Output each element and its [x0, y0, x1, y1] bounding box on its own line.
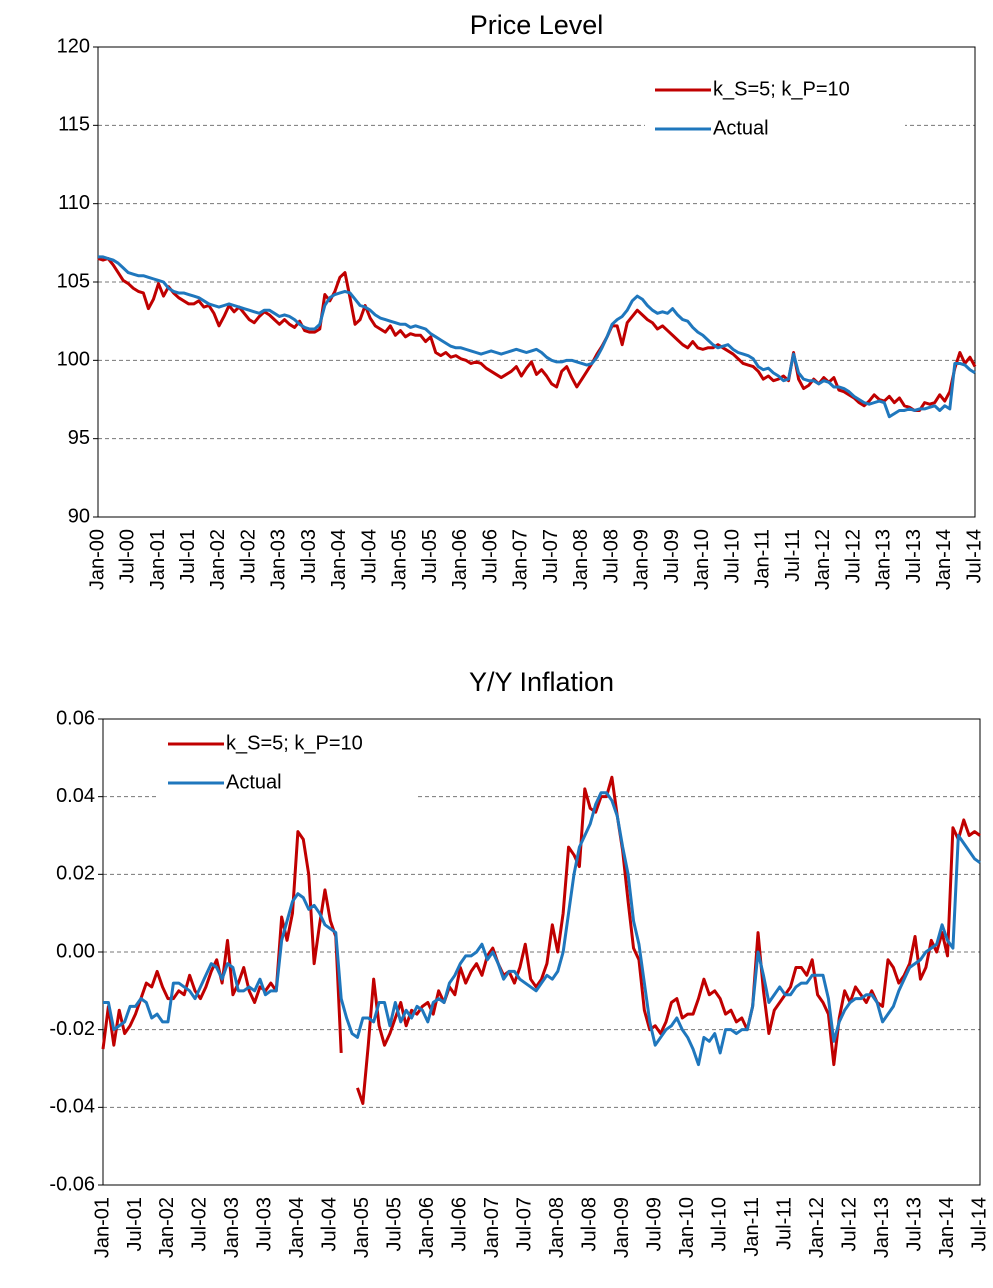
- x-tick-label: Jan-01: [147, 529, 169, 590]
- legend-label: Actual: [713, 117, 769, 139]
- y-tick-label: 105: [57, 270, 90, 292]
- x-tick-label: Jan-12: [806, 1197, 828, 1258]
- legend-label: Actual: [226, 771, 282, 793]
- x-tick-label: Jul-08: [579, 1197, 601, 1251]
- x-tick-label: Jan-13: [871, 1197, 893, 1258]
- x-tick-label: Jan-00: [86, 529, 108, 590]
- plot-frame: [102, 718, 981, 1186]
- legend-label: k_S=5; k_P=10: [713, 78, 850, 100]
- x-tick-label: Jan-03: [221, 1197, 243, 1258]
- x-tick-label: Jan-08: [546, 1197, 568, 1258]
- x-tick-label: Jul-04: [319, 1197, 341, 1251]
- x-tick-label: Jul-14: [963, 529, 985, 583]
- series-line: [98, 255, 976, 419]
- x-tick-label: Jan-07: [510, 529, 532, 590]
- x-tick-label: Jul-04: [358, 529, 380, 583]
- chart: Price Level 90 95 100 105 110 115 120 Jan-00 Jul-…: [57, 10, 986, 590]
- y-tick-label: -0.04: [49, 1096, 95, 1118]
- plot-frame: [97, 46, 976, 518]
- x-tick-label: Jan-09: [611, 1197, 633, 1258]
- x-tick-label: Jan-04: [328, 529, 350, 590]
- x-tick-label: Jan-01: [91, 1197, 113, 1258]
- y-tick-label: 115: [58, 114, 90, 136]
- y-tick-label: 110: [58, 192, 90, 214]
- x-tick-label: Jan-04: [286, 1197, 308, 1258]
- x-tick-label: Jul-07: [540, 529, 562, 583]
- x-tick-label: Jul-06: [479, 529, 501, 583]
- x-tick-label: Jul-01: [124, 1197, 146, 1251]
- y-tick-label: -0.06: [49, 1173, 95, 1195]
- y-tick-label: -0.02: [49, 1018, 95, 1040]
- x-tick-label: Jul-05: [384, 1197, 406, 1251]
- x-tick-label: Jul-02: [237, 529, 259, 583]
- y-tick-label: 90: [68, 505, 90, 527]
- x-tick-label: Jan-10: [691, 529, 713, 590]
- x-tick-label: Jan-07: [481, 1197, 503, 1258]
- y-tick-label: 120: [57, 35, 90, 57]
- x-tick-label: Jul-13: [903, 1197, 925, 1251]
- x-tick-label: Jan-11: [741, 1197, 763, 1257]
- y-tick-label: 0.00: [56, 940, 95, 962]
- chart-title: Y/Y Inflation: [469, 667, 614, 697]
- x-tick-label: Jul-03: [298, 529, 320, 583]
- x-tick-label: Jul-01: [177, 529, 199, 583]
- x-tick-label: Jan-14: [936, 1197, 958, 1258]
- x-tick-label: Jan-02: [207, 529, 229, 590]
- y-tick-label: 0.04: [56, 785, 95, 807]
- x-tick-label: Jul-11: [773, 1197, 795, 1250]
- x-tick-label: Jan-03: [268, 529, 290, 590]
- x-tick-label: Jan-14: [933, 529, 955, 590]
- x-tick-label: Jul-05: [419, 529, 441, 583]
- x-tick-label: Jan-06: [416, 1197, 438, 1258]
- y-tick-label: 0.02: [56, 863, 95, 885]
- x-tick-label: Jan-11: [752, 529, 774, 589]
- x-tick-label: Jul-02: [189, 1197, 211, 1251]
- y-tick-label: 95: [68, 427, 90, 449]
- x-tick-label: Jul-03: [254, 1197, 276, 1251]
- x-tick-label: Jul-10: [721, 529, 743, 583]
- x-tick-label: Jul-13: [903, 529, 925, 583]
- chart: Y/Y Inflation -0.06 -0.04 -0.02 0.00 0.02 0.04…: [49, 667, 990, 1258]
- y-tick-label: 100: [57, 349, 90, 371]
- x-tick-label: Jan-08: [570, 529, 592, 590]
- legend-box: [158, 724, 418, 804]
- legend-label: k_S=5; k_P=10: [226, 732, 363, 754]
- x-tick-label: Jan-05: [351, 1197, 373, 1258]
- chart-title: Price Level: [470, 10, 604, 40]
- x-tick-label: Jul-09: [643, 1197, 665, 1251]
- x-tick-label: Jul-12: [842, 529, 864, 583]
- x-tick-label: Jul-11: [782, 529, 804, 582]
- legend-box: [645, 70, 905, 150]
- x-tick-label: Jul-14: [968, 1197, 990, 1251]
- x-tick-label: Jan-12: [812, 529, 834, 590]
- x-tick-label: Jan-09: [631, 529, 653, 590]
- x-tick-label: Jul-10: [708, 1197, 730, 1251]
- series-line: [103, 791, 981, 1067]
- x-tick-label: Jan-13: [873, 529, 895, 590]
- x-tick-label: Jul-08: [600, 529, 622, 583]
- x-tick-label: Jul-07: [514, 1197, 536, 1251]
- series-line: [101, 775, 981, 1105]
- x-tick-label: Jul-12: [838, 1197, 860, 1251]
- x-tick-label: Jul-00: [117, 529, 139, 583]
- x-tick-label: Jan-05: [389, 529, 411, 590]
- x-tick-label: Jan-02: [156, 1197, 178, 1258]
- x-tick-label: Jan-10: [676, 1197, 698, 1258]
- x-tick-label: Jan-06: [449, 529, 471, 590]
- x-tick-label: Jul-06: [449, 1197, 471, 1251]
- y-tick-label: 0.06: [56, 707, 95, 729]
- x-tick-label: Jul-09: [661, 529, 683, 583]
